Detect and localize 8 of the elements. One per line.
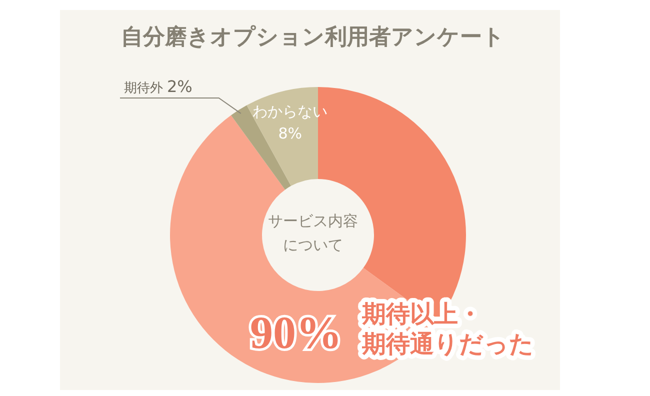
slice-label: 期待外 xyxy=(124,81,163,96)
text: について xyxy=(283,236,343,254)
chart-title: 自分磨きオプション利用者アンケート xyxy=(121,24,505,50)
data-label: 8% xyxy=(278,124,302,143)
text: 90% xyxy=(250,307,342,358)
slice-label: わからない xyxy=(252,102,328,121)
data-label: 2% xyxy=(167,77,192,96)
text: サービス内容 xyxy=(268,212,358,230)
